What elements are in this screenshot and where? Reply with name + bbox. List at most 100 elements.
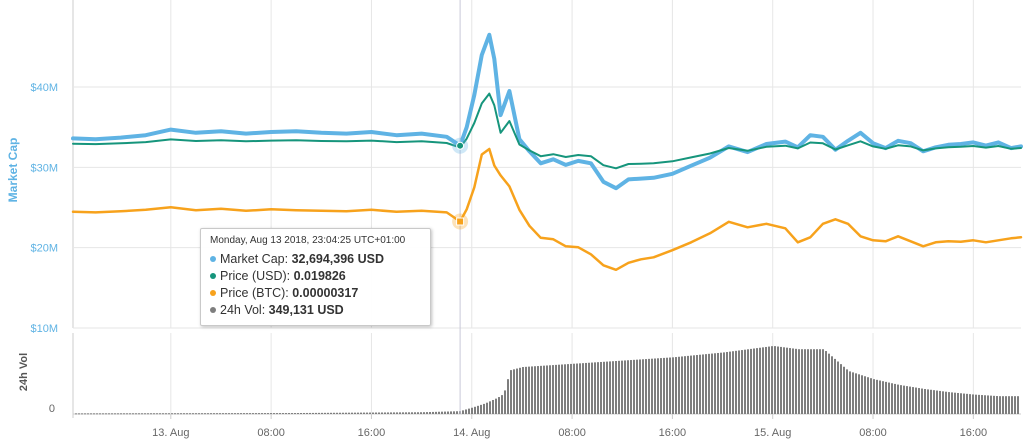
volume-bar bbox=[693, 355, 695, 414]
volume-bar bbox=[417, 412, 419, 414]
volume-bar bbox=[249, 413, 251, 415]
volume-bar bbox=[858, 374, 860, 414]
volume-bar bbox=[192, 413, 194, 415]
tooltip-value: 0.019826 bbox=[293, 269, 346, 283]
volume-bar bbox=[915, 387, 917, 414]
series-line-price-btc bbox=[71, 147, 1023, 272]
tooltip-row-volume: 24h Vol: 349,131 USD bbox=[210, 302, 421, 319]
volume-bar bbox=[699, 354, 701, 414]
volume-bar bbox=[1011, 396, 1013, 414]
volume-bar bbox=[240, 413, 242, 415]
volume-bar bbox=[414, 412, 416, 414]
volume-bar bbox=[969, 394, 971, 414]
volume-bar bbox=[564, 364, 566, 414]
volume-bar bbox=[513, 369, 515, 414]
volume-bar bbox=[945, 391, 947, 414]
volume-bar bbox=[846, 369, 848, 414]
volume-bar bbox=[987, 395, 989, 414]
volume-bar bbox=[147, 413, 149, 415]
volume-bar bbox=[108, 413, 110, 415]
volume-bar bbox=[279, 413, 281, 415]
volume-bar bbox=[396, 412, 398, 414]
volume-bar bbox=[540, 365, 542, 414]
volume-bar bbox=[507, 379, 509, 414]
volume-bar bbox=[990, 395, 992, 414]
volume-bar bbox=[183, 413, 185, 415]
series-line-price-usd bbox=[72, 92, 1022, 170]
volume-bar bbox=[387, 412, 389, 414]
volume-bar bbox=[843, 366, 845, 414]
volume-bar bbox=[849, 371, 851, 414]
volume-bar bbox=[948, 392, 950, 414]
volume-bar bbox=[357, 412, 359, 414]
volume-bar bbox=[684, 356, 686, 414]
volume-bar bbox=[123, 413, 125, 415]
volume-bar bbox=[537, 366, 539, 414]
x-tick-label: 13. Aug bbox=[152, 427, 189, 439]
volume-bar bbox=[111, 413, 113, 415]
volume-bar bbox=[528, 366, 530, 414]
volume-bar bbox=[954, 392, 956, 414]
volume-bar bbox=[573, 363, 575, 414]
volume-bar bbox=[300, 413, 302, 415]
volume-bar bbox=[891, 383, 893, 414]
volume-bar bbox=[960, 393, 962, 414]
volume-bar bbox=[792, 348, 794, 414]
volume-bar bbox=[534, 366, 536, 414]
volume-bar bbox=[228, 413, 230, 415]
volume-bar bbox=[168, 413, 170, 415]
volume-bar bbox=[597, 362, 599, 414]
volume-bar bbox=[213, 413, 215, 415]
volume-bar bbox=[294, 413, 296, 415]
volume-bar bbox=[741, 350, 743, 414]
volume-bar bbox=[330, 412, 332, 414]
volume-bar bbox=[156, 413, 158, 415]
tooltip-row-market-cap: Market Cap: 32,694,396 USD bbox=[210, 251, 421, 268]
volume-bar bbox=[690, 355, 692, 414]
volume-bar bbox=[435, 411, 437, 414]
volume-bar bbox=[462, 410, 464, 414]
volume-bar bbox=[939, 390, 941, 414]
x-tick-label: 16:00 bbox=[960, 427, 988, 439]
volume-bar bbox=[738, 350, 740, 414]
volume-bar bbox=[291, 413, 293, 415]
volume-bar bbox=[231, 413, 233, 415]
volume-bar bbox=[789, 348, 791, 414]
volume-bar bbox=[777, 346, 779, 414]
volume-bar bbox=[798, 349, 800, 414]
volume-bar bbox=[186, 413, 188, 415]
volume-bar bbox=[828, 353, 830, 414]
volume-bar bbox=[579, 363, 581, 414]
volume-bar bbox=[555, 364, 557, 414]
volume-bar bbox=[453, 411, 455, 414]
volume-bar bbox=[498, 397, 500, 414]
axes: $10M $20M $30M $40M 13. Aug 08:00 16:00 14. Aug… bbox=[6, 82, 987, 439]
volume-bar bbox=[561, 364, 563, 414]
volume-bar bbox=[705, 354, 707, 414]
x-tick-label: 16:00 bbox=[358, 427, 386, 439]
market-cap-dot bbox=[210, 255, 216, 262]
volume-bar bbox=[432, 411, 434, 414]
volume-bar bbox=[204, 413, 206, 415]
volume-bar bbox=[162, 413, 164, 415]
volume-bar bbox=[627, 360, 629, 414]
volume-bar bbox=[267, 413, 269, 415]
volume-bar bbox=[897, 384, 899, 414]
volume-bar bbox=[930, 389, 932, 414]
volume-bar bbox=[384, 412, 386, 414]
volume-bar bbox=[504, 390, 506, 414]
volume-bar bbox=[771, 346, 773, 414]
volume-bar bbox=[174, 413, 176, 415]
volume-bar bbox=[927, 389, 929, 414]
volume-bar bbox=[747, 349, 749, 414]
volume-bar bbox=[570, 363, 572, 414]
volume-bar bbox=[594, 362, 596, 414]
volume-bar bbox=[933, 390, 935, 414]
volume-bar bbox=[531, 366, 533, 414]
volume-bar bbox=[669, 357, 671, 414]
volume-bar bbox=[315, 412, 317, 414]
volume-bar bbox=[477, 405, 479, 414]
volume-bar bbox=[369, 412, 371, 414]
